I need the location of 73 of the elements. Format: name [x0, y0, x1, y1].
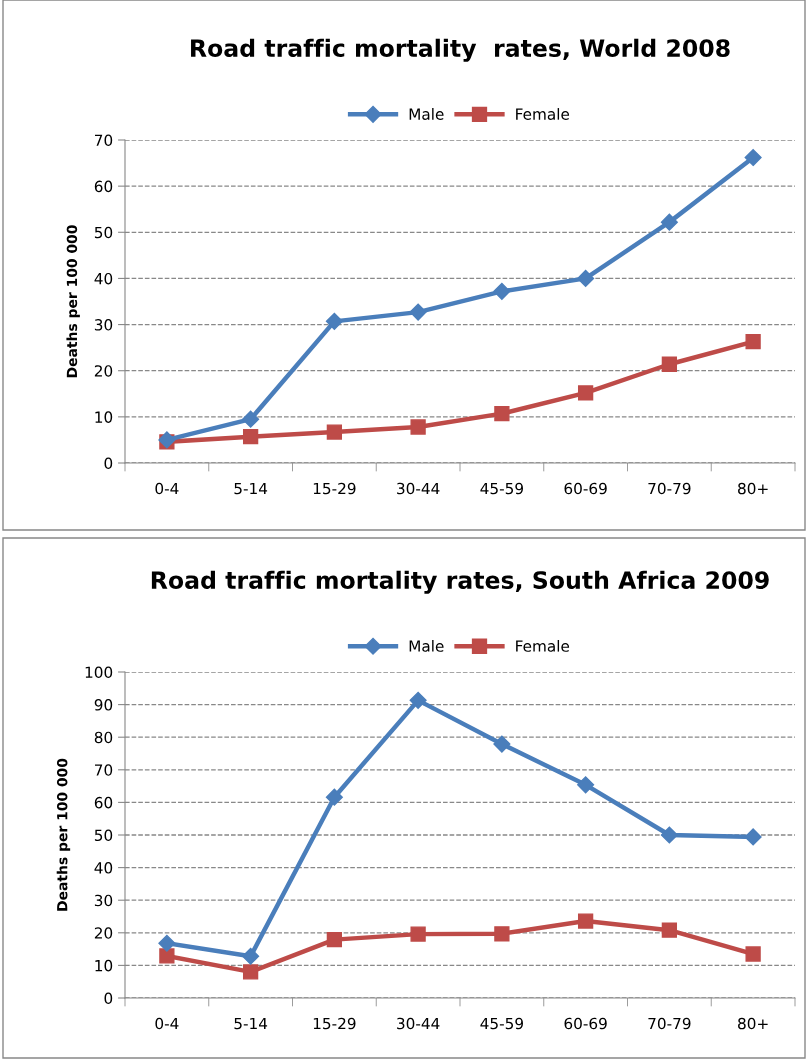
y-tick-label: 10 — [95, 959, 113, 972]
y-tick-label: 0 — [104, 992, 113, 1005]
point — [159, 948, 175, 964]
point — [158, 934, 176, 952]
y-tick-label: 70 — [95, 134, 113, 147]
y-tick-label: 100 — [85, 666, 113, 679]
point — [577, 913, 594, 929]
point — [325, 312, 343, 330]
y-tick-label: 20 — [94, 927, 113, 939]
x-tick-label: 80+ — [738, 482, 768, 495]
point — [661, 356, 678, 372]
x-tick-label: 70-79 — [648, 1017, 691, 1030]
point — [242, 964, 259, 980]
point — [660, 213, 678, 231]
x-tick-label: 5-14 — [234, 1017, 268, 1030]
legend-label: Male — [409, 108, 444, 120]
y-tick-label: 30 — [94, 894, 113, 907]
point — [326, 424, 343, 440]
point — [745, 334, 761, 350]
point — [744, 148, 762, 167]
x-tick-label: 15-29 — [313, 482, 356, 495]
legend-label: Male — [409, 640, 444, 652]
point — [661, 922, 678, 938]
y-tick-label: 60 — [94, 180, 113, 193]
x-tick-label: 70-79 — [648, 482, 691, 495]
point — [242, 429, 259, 445]
y-tick-label: 80 — [94, 731, 113, 744]
y-tick-label: 40 — [94, 862, 113, 874]
x-tick-label: 5-14 — [234, 482, 268, 495]
x-tick-label: 80+ — [738, 1017, 768, 1030]
y-tick-label: 70 — [95, 764, 113, 776]
chart-title: Road traffic mortality rates, South Africa 2009 — [151, 570, 769, 594]
point — [409, 691, 427, 709]
x-tick-label: 45-59 — [480, 1017, 523, 1030]
point — [326, 932, 343, 948]
point — [745, 946, 761, 962]
point — [494, 926, 510, 942]
point — [409, 303, 427, 321]
point — [660, 826, 678, 844]
x-tick-label: 60-69 — [564, 1017, 607, 1030]
chart-title: Road traffic mortality rates, World 2008 — [191, 38, 730, 62]
y-axis-title: Deaths per 100 000 — [56, 758, 71, 911]
y-tick-label: 0 — [104, 457, 113, 470]
point — [242, 410, 260, 428]
point — [494, 405, 510, 422]
x-tick-label: 0-4 — [155, 1017, 179, 1030]
y-tick-label: 30 — [94, 319, 113, 331]
point — [744, 828, 762, 846]
point — [410, 419, 426, 435]
x-tick-label: 30-44 — [397, 1017, 440, 1030]
y-tick-label: 60 — [94, 796, 113, 809]
legend-label: Female — [516, 640, 570, 652]
point — [242, 947, 260, 965]
y-tick-label: 50 — [94, 829, 113, 842]
y-tick-label: 50 — [94, 226, 113, 239]
y-tick-label: 10 — [95, 411, 113, 423]
y-tick-label: 40 — [94, 272, 113, 285]
y-tick-label: 90 — [94, 699, 113, 711]
x-tick-label: 30-44 — [397, 482, 440, 495]
point — [493, 282, 511, 300]
x-tick-label: 45-59 — [480, 482, 523, 495]
point — [577, 776, 595, 794]
point — [577, 385, 594, 401]
y-axis-title: Deaths per 100 000 — [66, 225, 80, 378]
x-tick-label: 15-29 — [313, 1017, 356, 1030]
x-tick-label: 0-4 — [155, 482, 179, 495]
point — [577, 269, 595, 287]
legend-label: Female — [516, 108, 570, 120]
point — [410, 926, 426, 942]
y-tick-label: 20 — [94, 365, 113, 377]
point — [325, 788, 343, 806]
x-tick-label: 60-69 — [564, 482, 607, 495]
point — [493, 735, 511, 753]
